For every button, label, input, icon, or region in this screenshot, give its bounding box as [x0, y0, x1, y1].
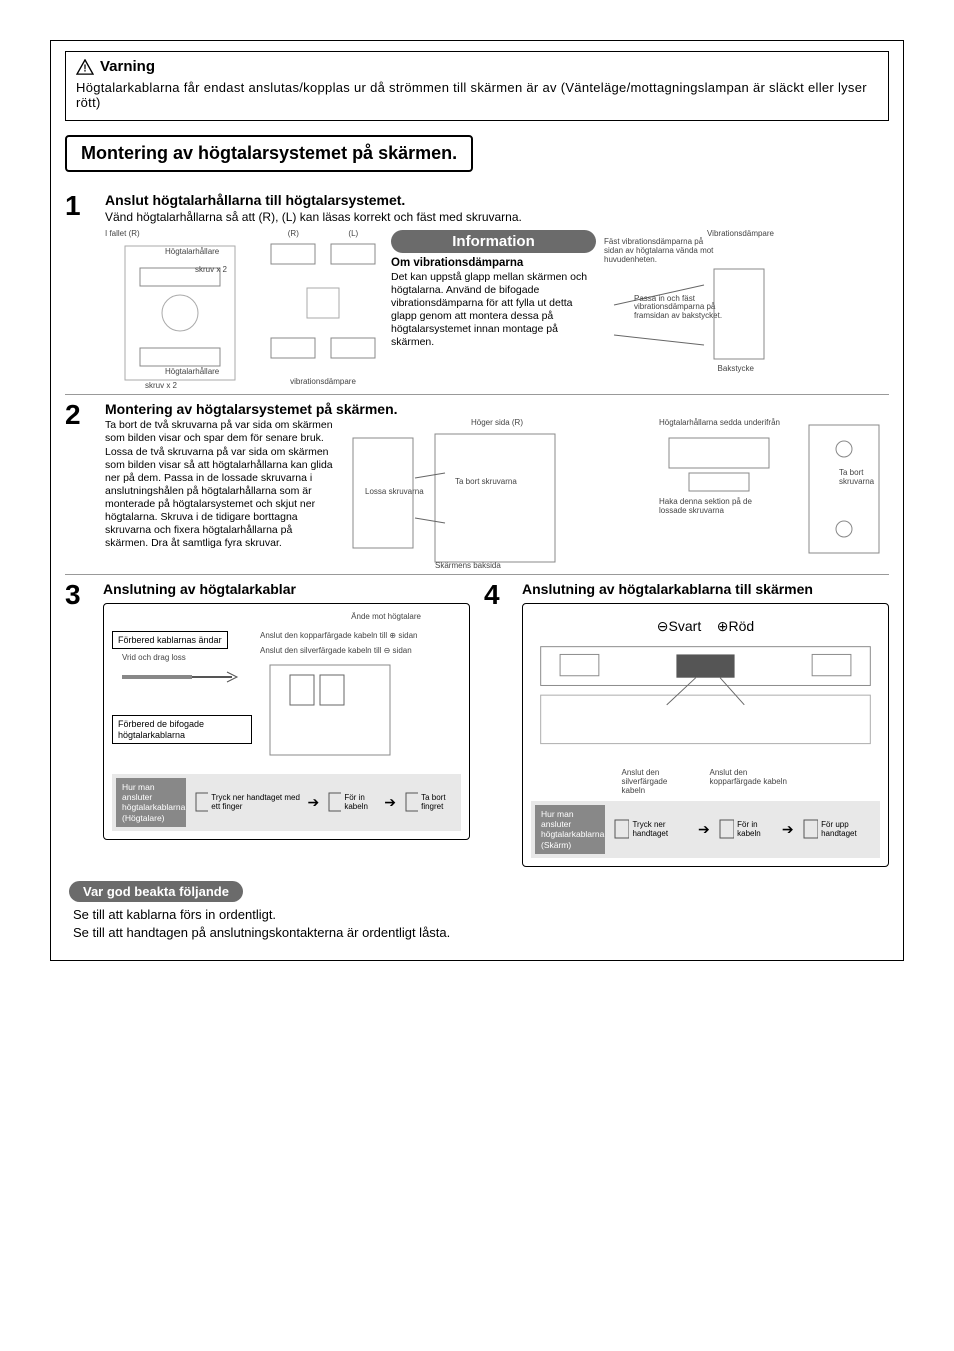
label-twist: Vrid och drag loss — [122, 653, 252, 662]
section-banner: Montering av högtalarsystemet på skärmen… — [65, 135, 473, 172]
step-3: 3 Anslutning av högtalarkablar Ände mot … — [65, 581, 470, 867]
label-underside: Högtalarhållarna sedda underifrån — [659, 418, 780, 427]
step1-diagram-right: Vibrationsdämpare Fäst vibrationsdämparn… — [604, 230, 774, 374]
label-press: Tryck ner handtaget med ett finger — [211, 793, 301, 811]
step-2-number: 2 — [65, 401, 95, 568]
label-backpiece: Bakstycke — [604, 365, 774, 374]
label-release: Ta bort fingret — [421, 793, 457, 811]
info-body: Det kan uppstå glapp mellan skärmen och … — [391, 271, 596, 350]
step-1: 1 Anslut högtalarhållarna till högtalars… — [65, 186, 889, 389]
step-3-title: Anslutning av högtalarkablar — [103, 581, 470, 597]
notice-pill: Var god beakta följande — [69, 881, 243, 902]
label-hook: Haka denna sektion på de lossade skruvar… — [659, 498, 769, 516]
label-copper-plus: Anslut den kopparfärgade kabeln till ⊕ s… — [260, 631, 461, 640]
insert-icon — [325, 789, 341, 815]
step-3-4-row: 3 Anslutning av högtalarkablar Ände mot … — [65, 574, 889, 867]
insert-icon — [716, 816, 734, 842]
speaker-terminal-illustration — [260, 655, 400, 765]
step3-howto-row: Hur man ansluter högtalarkablarna (Högta… — [112, 774, 461, 831]
step-2: 2 Montering av högtalarsystemet på skärm… — [65, 394, 889, 568]
step-4-title: Anslutning av högtalarkablarna till skär… — [522, 581, 889, 597]
label-r: (R) — [288, 230, 299, 239]
step4-howto-row: Hur man ansluter högtalarkablarna (Skärm… — [531, 801, 880, 858]
press-icon — [611, 816, 629, 842]
info-panel: Information Om vibrationsdämparna Det ka… — [391, 230, 596, 350]
info-right-2: Passa in och fäst vibrationsdämparna på … — [634, 295, 724, 321]
release-icon — [402, 789, 418, 815]
label-silver-minus: Anslut den silverfärgade kabeln till ⊖ s… — [260, 646, 461, 655]
label-silver: Anslut den silverfärgade kabeln — [622, 768, 692, 795]
label-vib-small: vibrationsdämpare — [263, 378, 383, 387]
label-raise4: För upp handtaget — [821, 820, 876, 838]
warning-title: Varning — [100, 58, 155, 75]
label-bracket: Högtalarhållare — [165, 248, 219, 257]
label-right-side: Höger sida (R) — [345, 419, 649, 428]
screen-terminal-illustration — [531, 635, 880, 765]
info-subtitle: Om vibrationsdämparna — [391, 257, 596, 269]
label-red: ⊕Röd — [717, 618, 754, 634]
notice-line-1: Se till att kablarna förs in ordentligt. — [73, 906, 889, 924]
info-right-1: Fäst vibrationsdämparna på sidan av högt… — [604, 238, 714, 264]
speaker-bracket-illustration — [105, 238, 255, 388]
speaker-mount-illustration — [799, 419, 889, 559]
cable-strip-illustration — [112, 662, 242, 692]
arrow-icon: ➔ — [698, 821, 710, 838]
press-icon — [192, 789, 208, 815]
step2-diagram-right: Ta bort skruvarna — [799, 419, 889, 568]
arrow-icon: ➔ — [384, 794, 396, 811]
warning-icon: ! — [76, 59, 94, 75]
warning-body: Högtalarkablarna får endast anslutas/kop… — [76, 80, 878, 110]
step2-diagram-center: Höger sida (R) Lossa skruvarna Ta bort s… — [345, 419, 649, 568]
step-4-number: 4 — [484, 581, 514, 867]
step2-diagram-under: Högtalarhållarna sedda underifrån Haka d… — [659, 419, 789, 568]
step-2-title: Montering av högtalarsystemet på skärmen… — [105, 401, 889, 417]
label-screen-back: Skärmens baksida — [435, 562, 501, 571]
callout-prep-cables: Förbered de bifogade högtalarkablarna — [112, 715, 252, 744]
step-4: 4 Anslutning av högtalarkablarna till sk… — [484, 581, 889, 867]
label-loosen: Lossa skruvarna — [365, 488, 424, 497]
label-screw-a: skruv x 2 — [195, 266, 227, 275]
label-insert4: För in kabeln — [737, 820, 776, 838]
callout-prep-ends: Förbered kablarnas ändar — [112, 631, 228, 649]
label-l: (L) — [348, 230, 358, 239]
step-1-sub: Vänd högtalarhållarna så att (R), (L) ka… — [105, 210, 889, 224]
step3-how-title: Hur man ansluter högtalarkablarna (Högta… — [116, 778, 186, 827]
label-copper: Anslut den kopparfärgade kabeln — [710, 768, 790, 795]
label-insert: För in kabeln — [344, 793, 378, 811]
label-screw-b: skruv x 2 — [145, 382, 177, 391]
page-frame: ! Varning Högtalarkablarna får endast an… — [50, 40, 904, 961]
screen-back-illustration — [345, 428, 565, 568]
bracket-underside-illustration — [659, 428, 779, 498]
label-case-r: I fallet (R) — [105, 230, 255, 239]
info-header: Information — [391, 230, 596, 253]
step-1-title: Anslut högtalarhållarna till högtalarsys… — [105, 192, 889, 208]
step-1-number: 1 — [65, 192, 95, 389]
warning-title-row: ! Varning — [76, 58, 155, 75]
label-end-speaker: Ände mot högtalare — [112, 612, 461, 621]
notice-section: Var god beakta följande Se till att kabl… — [65, 867, 889, 942]
label-press4: Tryck ner handtaget — [632, 820, 692, 838]
label-black: ⊖Svart — [657, 618, 701, 634]
bracket-pair-illustration — [263, 238, 383, 378]
step-3-number: 3 — [65, 581, 95, 867]
step3-diagram: Ände mot högtalare Förbered kablarnas än… — [103, 603, 470, 840]
raise-icon — [800, 816, 818, 842]
label-remove2: Ta bort skruvarna — [839, 469, 889, 487]
step1-diagram-mid: (R) (L) vibrationsdämpare — [263, 230, 383, 388]
arrow-icon: ➔ — [307, 794, 319, 811]
svg-text:!: ! — [83, 63, 86, 74]
label-remove: Ta bort skruvarna — [455, 478, 517, 487]
step4-diagram: ⊖Svart ⊕Röd — [522, 603, 889, 867]
warning-box: ! Varning Högtalarkablarna får endast an… — [65, 51, 889, 121]
step-2-body: Ta bort de två skruvarna på var sida om … — [105, 419, 335, 568]
label-bracket2: Högtalarhållare — [165, 368, 219, 377]
notice-line-2: Se till att handtagen på anslutningskont… — [73, 924, 889, 942]
step1-diagram-left: I fallet (R) Högtalarhållare skruv x 2 s… — [105, 230, 255, 389]
step4-how-title: Hur man ansluter högtalarkablarna (Skärm… — [535, 805, 605, 854]
arrow-icon: ➔ — [782, 821, 794, 838]
